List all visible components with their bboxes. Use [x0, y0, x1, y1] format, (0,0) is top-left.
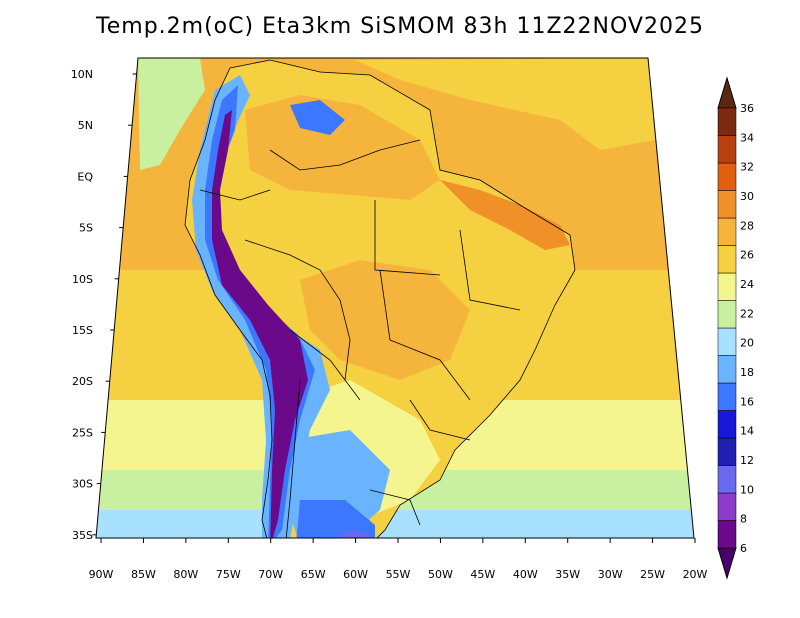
- colorbar-swatch: [717, 465, 737, 494]
- colorbar: 6 8 10 12 14 16 18 20 22 24 26 28 30 32 34 36: [717, 76, 754, 580]
- buenos-aires-cold-spot: [335, 531, 375, 538]
- colorbar-label: 6: [740, 542, 747, 555]
- colorbar-label: 34: [740, 131, 754, 144]
- lon-tick-label: 65W: [301, 568, 326, 581]
- lon-tick-label: 30W: [598, 568, 623, 581]
- lat-tick-label: 20S: [72, 375, 93, 388]
- colorbar-label: 8: [740, 513, 747, 526]
- colorbar-label: 12: [740, 454, 754, 467]
- colorbar-label: 32: [740, 161, 754, 174]
- colorbar-label: 14: [740, 425, 754, 438]
- border-states-2: [459, 229, 521, 311]
- colorbar-swatch: [717, 355, 737, 384]
- border-states-3: [379, 269, 471, 401]
- colorbar-swatch: [717, 437, 737, 466]
- colorbar-label: 26: [740, 249, 754, 262]
- lon-tick-label: 40W: [513, 568, 538, 581]
- map-frame: [95, 57, 695, 539]
- coastline: [184, 59, 576, 538]
- lat-tick-label: 30S: [72, 478, 93, 491]
- colorbar-swatch: [717, 410, 737, 439]
- colorbar-swatch: [717, 327, 737, 356]
- colorbar-swatch: [717, 162, 737, 191]
- border-bolivia: [289, 329, 346, 381]
- lon-tick-label: 50W: [428, 568, 453, 581]
- colorbar-swatch: [717, 300, 737, 329]
- border-argentina-chile: [284, 379, 301, 538]
- longitude-axis: 90W 85W 80W 75W 70W 65W 60W 55W 50W 45W 40W 35W 30W 2…: [89, 538, 708, 581]
- colorbar-label: 30: [740, 190, 754, 203]
- border-uruguay: [369, 489, 421, 526]
- colorbar-label: 16: [740, 395, 754, 408]
- lon-tick-label: 45W: [470, 568, 495, 581]
- lon-tick-label: 70W: [258, 568, 283, 581]
- patagonia-blue: [295, 500, 375, 538]
- border-colombia-peru: [199, 189, 271, 201]
- colorbar-swatch: [717, 382, 737, 411]
- pacific-north-cool: [138, 58, 205, 170]
- lat-tick-label: 10N: [71, 68, 93, 81]
- ocean-south: [96, 510, 694, 538]
- lat-tick-label: 5S: [79, 222, 93, 235]
- colorbar-label: 20: [740, 337, 754, 350]
- map-title: Temp.2m(oC) Eta3km SiSMOM 83h 11Z22NOV20…: [96, 14, 704, 39]
- temperature-field: [96, 58, 694, 538]
- lon-tick-label: 55W: [386, 568, 411, 581]
- colorbar-swatch: [717, 245, 737, 274]
- lat-tick-label: 25S: [72, 426, 93, 439]
- colorbar-high-arrow: [717, 76, 737, 109]
- lon-tick-label: 20W: [683, 568, 708, 581]
- lat-tick-label: 15S: [72, 324, 93, 337]
- colorbar-swatch: [717, 520, 737, 549]
- latitude-axis: 10N 5N EQ 5S 10S 15S 20S 25S 30S 35S: [71, 68, 137, 542]
- colorbar-label: 18: [740, 366, 754, 379]
- central-brazil-hot: [300, 260, 470, 380]
- colorbar-label: 22: [740, 307, 754, 320]
- colorbar-swatch: [717, 107, 737, 136]
- lon-tick-label: 85W: [131, 568, 156, 581]
- colorbar-label: 10: [740, 483, 754, 496]
- border-states-1: [374, 200, 441, 276]
- andes-high: [212, 110, 308, 538]
- colorbar-swatch: [717, 135, 737, 164]
- colorbar-low-arrow: [717, 547, 737, 580]
- atlantic-east-warm: [355, 58, 655, 150]
- lon-tick-label: 25W: [640, 568, 665, 581]
- venezuela-andes: [290, 100, 345, 135]
- border-brazil-north: [269, 139, 421, 171]
- colorbar-label: 36: [740, 102, 754, 115]
- colorbar-swatch: [717, 492, 737, 521]
- border-states-4: [409, 399, 471, 441]
- colorbar-label: 28: [740, 219, 754, 232]
- lat-tick-label: 10S: [72, 273, 93, 286]
- north-brazil-hot: [245, 95, 440, 200]
- country-borders: [184, 59, 576, 538]
- colorbar-label: 24: [740, 278, 754, 291]
- colorbar-swatch: [717, 217, 737, 246]
- lon-tick-label: 90W: [89, 568, 114, 581]
- lon-tick-label: 35W: [555, 568, 580, 581]
- colorbar-swatch: [717, 190, 737, 219]
- lat-tick-label: 5N: [78, 119, 93, 132]
- lon-tick-label: 60W: [343, 568, 368, 581]
- lat-tick-label: 35S: [72, 529, 93, 542]
- northeast-coast-hotter: [440, 180, 570, 250]
- lon-tick-label: 75W: [216, 568, 241, 581]
- colorbar-swatch: [717, 272, 737, 301]
- lon-tick-label: 80W: [173, 568, 198, 581]
- lat-tick-label: EQ: [77, 170, 93, 183]
